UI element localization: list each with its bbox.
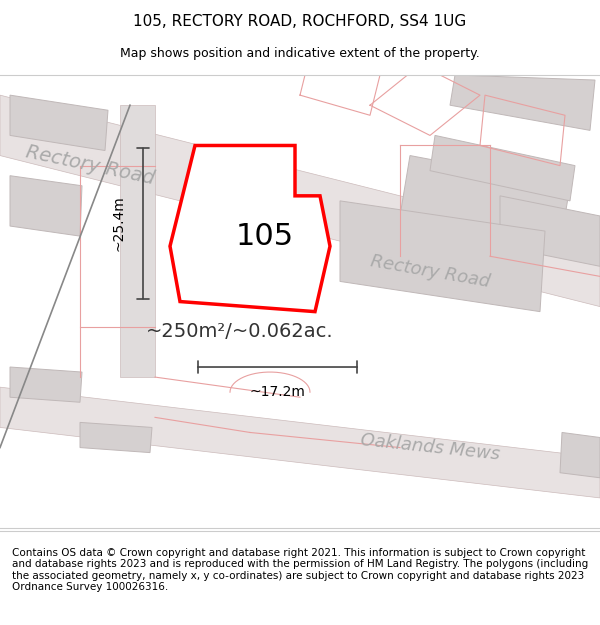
Text: Rectory Road: Rectory Road: [24, 142, 156, 189]
Polygon shape: [500, 196, 600, 266]
Polygon shape: [120, 105, 155, 377]
Polygon shape: [10, 95, 108, 151]
Polygon shape: [560, 432, 600, 478]
Text: Oaklands Mews: Oaklands Mews: [359, 431, 500, 464]
Text: 105: 105: [236, 222, 294, 251]
Text: ~25.4m: ~25.4m: [111, 196, 125, 251]
Polygon shape: [400, 156, 570, 246]
Polygon shape: [450, 75, 595, 131]
Polygon shape: [170, 146, 330, 312]
Text: Map shows position and indicative extent of the property.: Map shows position and indicative extent…: [120, 48, 480, 61]
Polygon shape: [0, 387, 600, 498]
Polygon shape: [80, 422, 152, 452]
Polygon shape: [0, 95, 600, 307]
Polygon shape: [340, 201, 545, 312]
Text: 105, RECTORY ROAD, ROCHFORD, SS4 1UG: 105, RECTORY ROAD, ROCHFORD, SS4 1UG: [133, 14, 467, 29]
Polygon shape: [10, 367, 82, 402]
Text: ~17.2m: ~17.2m: [250, 385, 305, 399]
Text: Rectory Road: Rectory Road: [369, 252, 491, 291]
Polygon shape: [10, 176, 82, 236]
Text: Contains OS data © Crown copyright and database right 2021. This information is : Contains OS data © Crown copyright and d…: [12, 548, 588, 592]
Text: ~250m²/~0.062ac.: ~250m²/~0.062ac.: [146, 322, 334, 341]
Polygon shape: [430, 136, 575, 201]
